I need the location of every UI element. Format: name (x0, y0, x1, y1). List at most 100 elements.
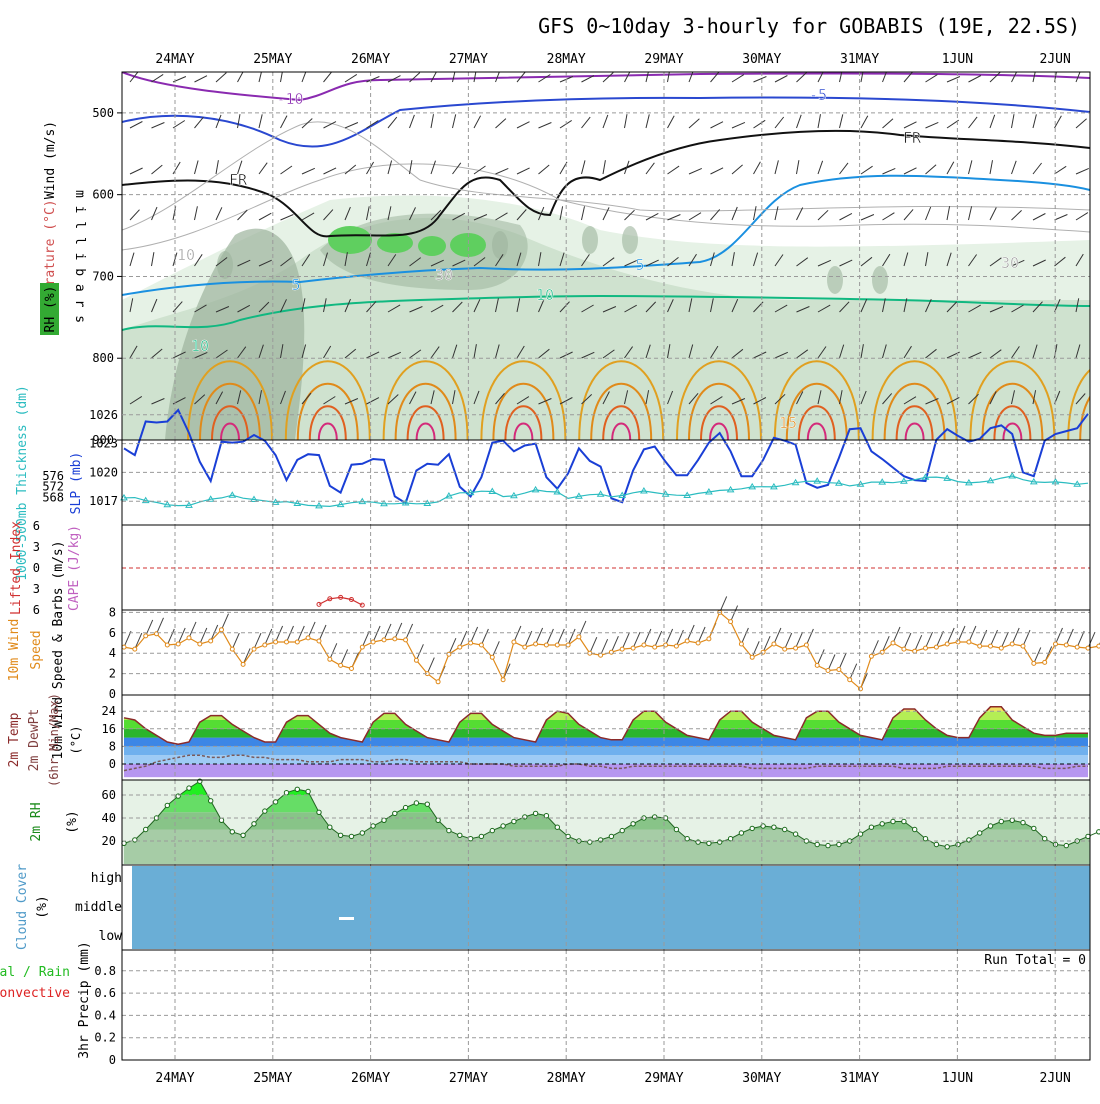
wind10-point-4 (165, 643, 169, 647)
rh2m-point-25 (393, 811, 397, 815)
slp-tick-3: 1017 (89, 494, 118, 508)
li-tick-2: 0 (33, 561, 40, 575)
cloud-level-0: high (91, 871, 122, 886)
wind10-point-25 (393, 637, 397, 641)
precip-legend-rain: Total / Rain (0, 965, 70, 980)
wind10-point-38 (534, 642, 538, 646)
wind10-point-31 (458, 645, 462, 649)
thickness-tick-2: 568 (42, 490, 64, 504)
bottom-date-3: 27MAY (449, 1071, 488, 1086)
rh2m-point-28 (425, 802, 429, 806)
wind10-point-33 (479, 643, 483, 647)
contour-label-9: 10 (177, 246, 195, 264)
rh-moist-0 (328, 226, 372, 254)
rh2m-point-68 (858, 832, 862, 836)
wind10-point-89 (1086, 646, 1090, 650)
pressure-label-3: 800 (92, 351, 114, 365)
temp-tick-0: 0 (109, 757, 116, 771)
wind10-point-36 (512, 640, 516, 644)
rh2m-axis-label-1: 2m RH (29, 802, 44, 841)
wind10-point-60 (772, 642, 776, 646)
top-date-9: 2JUN (1040, 52, 1071, 67)
wind10-point-19 (328, 657, 332, 661)
rh-pocket-2 (582, 226, 598, 254)
wind10-point-66 (837, 668, 841, 672)
rh2m-point-75 (934, 842, 938, 846)
wind10-point-69 (869, 654, 873, 658)
rh2m-point-40 (555, 825, 559, 829)
top-date-1: 25MAY (253, 52, 292, 67)
wind10-point-7 (198, 642, 202, 646)
wind10-point-52 (685, 639, 689, 643)
rh2m-point-23 (371, 824, 375, 828)
rh-moist-2 (418, 236, 446, 256)
wind10-point-65 (826, 669, 830, 673)
rh2m-point-9 (219, 818, 223, 822)
rh2m-point-56 (728, 837, 732, 841)
wind10-point-40 (555, 643, 559, 647)
wind10-point-2 (144, 634, 148, 638)
wind10-point-72 (902, 647, 906, 651)
wind10-point-14 (274, 640, 278, 644)
precip-axis-label: 3hr Precip (mm) (77, 941, 92, 1058)
rh2m-point-46 (620, 828, 624, 832)
rh2m-point-14 (273, 800, 277, 804)
wind10-point-11 (241, 662, 245, 666)
temp-axis-label-2: 2m DewPt (27, 709, 42, 772)
pressure-label-2: 700 (92, 269, 114, 283)
rh-pocket-3 (622, 226, 638, 254)
top-date-4: 28MAY (547, 52, 586, 67)
wind10-point-16 (295, 640, 299, 644)
rh2m-point-65 (826, 843, 830, 847)
rh-pocket-1 (492, 231, 508, 259)
rh2m-point-62 (793, 832, 797, 836)
rh2m-point-12 (252, 822, 256, 826)
wind10-point-63 (804, 643, 808, 647)
wind10-point-6 (187, 636, 191, 640)
cloud-gap-mark (339, 917, 354, 920)
bottom-date-7: 31MAY (840, 1071, 879, 1086)
wind10-point-32 (469, 641, 473, 645)
wind10-point-20 (339, 663, 343, 667)
pressure-label-0: 500 (92, 106, 114, 120)
wind-tick-2: 4 (109, 646, 116, 660)
cloud-fill (132, 866, 1090, 949)
li-tick-3: 3 (33, 582, 40, 596)
temp-axis-label-4: (°C) (69, 726, 83, 755)
rh2m-point-52 (685, 837, 689, 841)
contour-label-7: 10 (191, 337, 209, 355)
top-date-5: 29MAY (644, 52, 683, 67)
wind10-point-85 (1043, 660, 1047, 664)
bottom-date-6: 30MAY (742, 1071, 781, 1086)
wind-axis-label-2: Speed (29, 630, 44, 669)
wind-tick-3: 6 (109, 626, 116, 640)
top-date-0: 24MAY (155, 52, 194, 67)
contour-label-5: 5 (635, 256, 644, 274)
rh2m-point-51 (674, 827, 678, 831)
rh2m-point-61 (783, 827, 787, 831)
rh2m-point-15 (284, 791, 288, 795)
wind10-point-46 (620, 647, 624, 651)
wind10-point-37 (523, 645, 527, 649)
contour-label-0: -10 (276, 90, 303, 108)
wind-ms-label: Wind (m/s) (43, 121, 58, 199)
rh2m-point-30 (447, 828, 451, 832)
top-date-6: 30MAY (742, 52, 781, 67)
contour-label-2: FR (903, 129, 922, 147)
wind10-point-13 (263, 643, 267, 647)
cloud-level-2: low (99, 929, 123, 944)
rh2m-point-39 (544, 814, 548, 818)
wind10-point-49 (653, 645, 657, 649)
temp-tick-1: 8 (109, 739, 116, 753)
rh2m-point-17 (306, 789, 310, 793)
rh2m-point-82 (1010, 818, 1014, 822)
top-date-8: 1JUN (942, 52, 973, 67)
rh2m-axis-label-2: (%) (65, 810, 80, 833)
rh2m-point-27 (414, 801, 418, 805)
wind10-point-1 (133, 647, 137, 651)
rh2m-point-8 (209, 799, 213, 803)
top-date-3: 27MAY (449, 52, 488, 67)
